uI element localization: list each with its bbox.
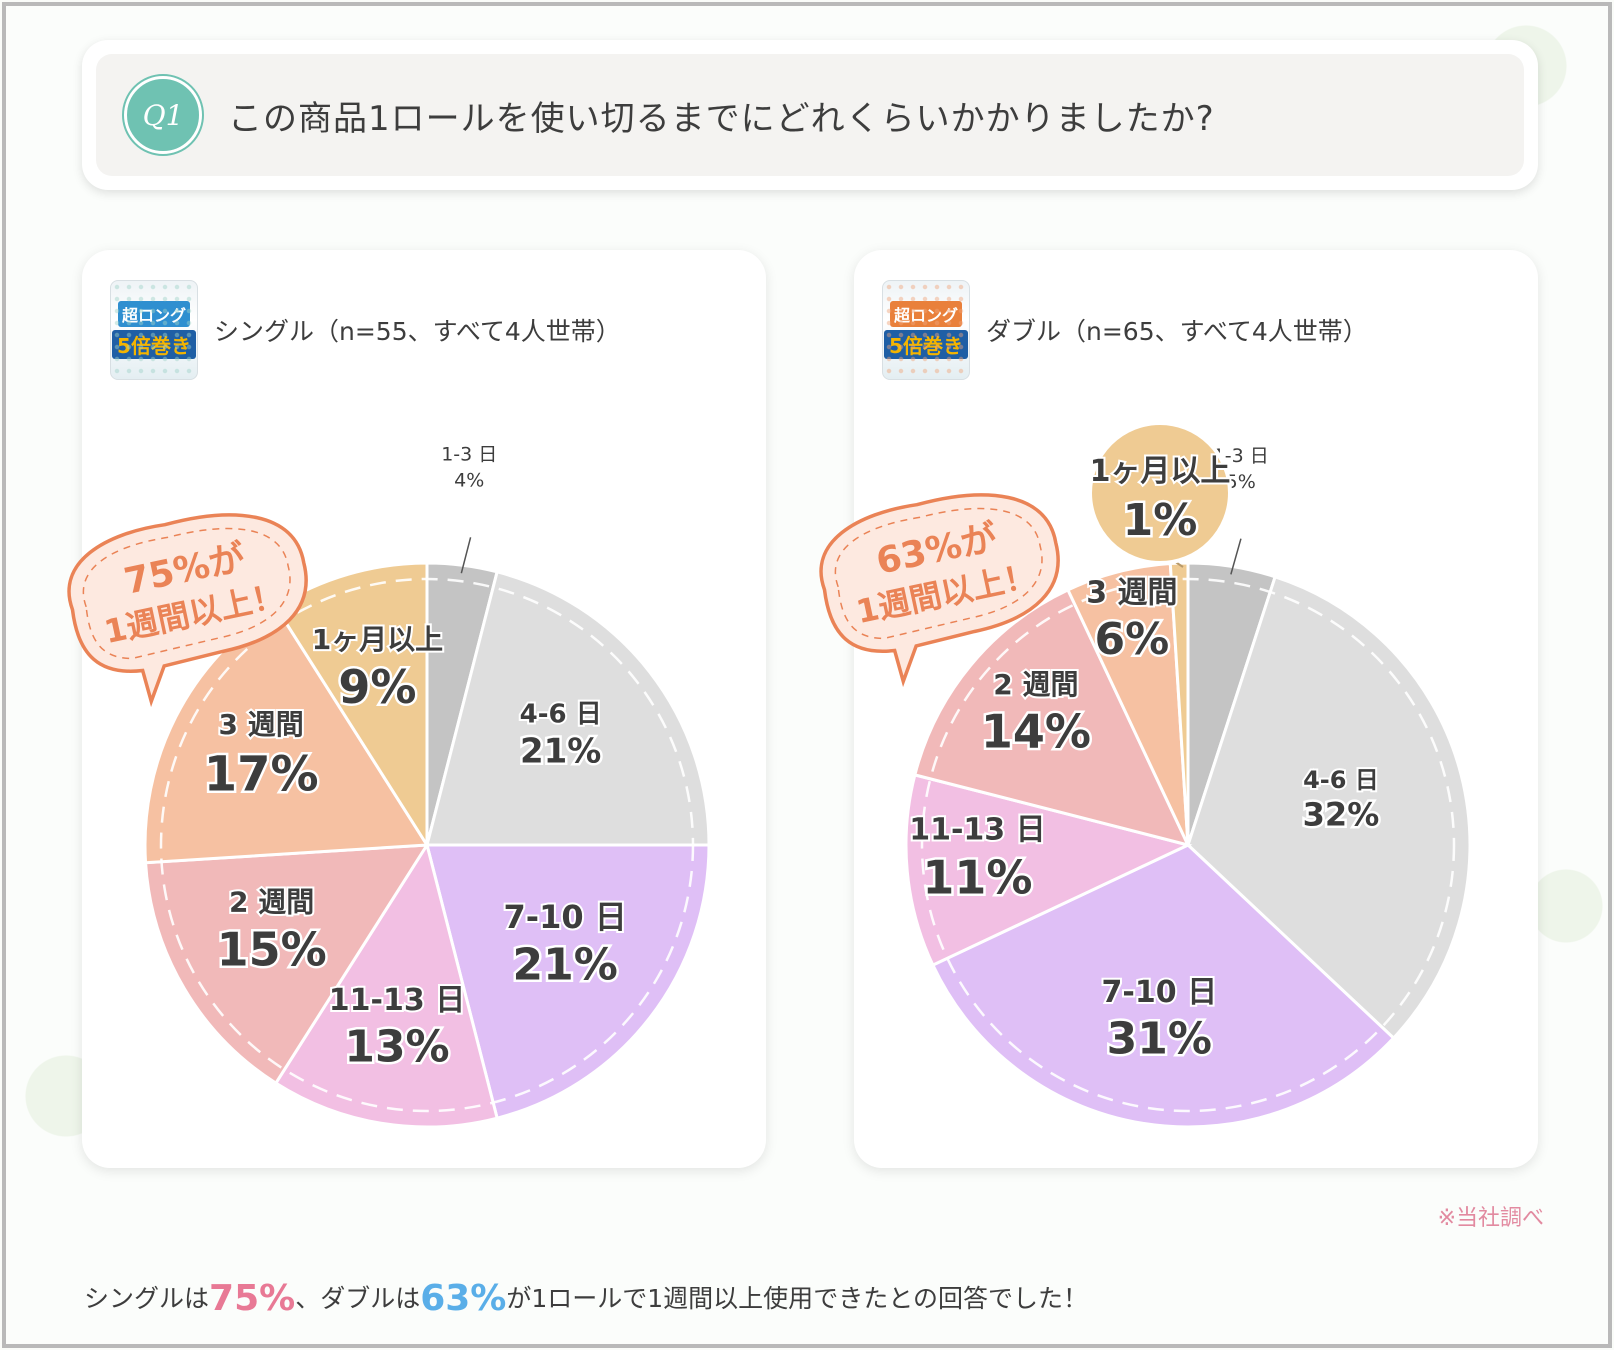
pie1-label-value-3: 11% [922,850,1032,904]
summary-footer: シングルは75%、ダブルは63%が1ロールで1週間以上使用できたとの回答でした！ [84,1278,1088,1319]
pie0-label-value-0: 4% [454,470,484,492]
pie0-label-value-3: 13% [344,1022,449,1073]
pie1-slice-2 [930,843,1396,1129]
pie1-slice-4 [913,587,1191,848]
pie1-label-value-1: 32% [1303,796,1380,834]
pie0-label-category-0: 1-3 日 [441,444,497,466]
pie0-label-value-4: 15% [217,922,327,976]
product-label-top: 超ロング [889,301,962,327]
callout-shape-1 [819,493,1060,688]
pie1-label-value-0: 5% [1226,471,1256,493]
pie1-label-category-5: 3 週間 [1086,575,1177,610]
pie0-slice-2 [425,843,711,1120]
pie0-label-category-6: 1ヶ月以上 [312,623,443,656]
footer-text-1: シングルは [84,1284,210,1313]
pie0-dashed-ring [159,577,695,1113]
footer-text-3: が1ロールで1週間以上使用できたとの回答でした！ [506,1284,1088,1313]
pie1-label-category-1: 4-6 日 [1303,766,1379,794]
question-text: この商品1ロールを使い切るまでにどれくらいかかりましたか? [228,98,1215,139]
question-card: Q1 この商品1ロールを使い切るまでにどれくらいかかりましたか? [82,40,1538,190]
callout-dashed-1 [834,507,1043,640]
pie0-leader-line [460,537,472,574]
pie0-label-category-1: 4-6 日 [520,700,602,730]
pie0-label-category-4: 2 週間 [229,886,314,919]
pie1-label-category-3: 11-13 日 [909,813,1045,848]
pie1-label-value-2: 31% [1107,1013,1212,1064]
pie0-label-category-3: 11-13 日 [329,983,465,1018]
product-label-main: 5倍巻き [112,330,196,359]
footer-single-pct: 75% [209,1278,296,1319]
pie0-label-category-5: 3 週間 [219,708,304,741]
pie0-label-value-1: 21% [520,731,601,771]
product-label-main: 5倍巻き [884,330,968,359]
pie0-label-value-5: 17% [204,746,319,802]
pie0-slice-4 [143,843,430,1086]
pie1-label-value-6: 1% [1123,495,1198,546]
pie1-slice-1 [1186,574,1472,1041]
pie1-label-category-4: 2 週間 [993,668,1078,701]
double-panel-title: ダブル（n=65、すべて4人世帯） [986,317,1368,346]
question-box: Q1 この商品1ロールを使い切るまでにどれくらいかかりましたか? [96,54,1524,176]
pie1-label-category-2: 7-10 日 [1102,975,1218,1010]
pie0-slice-3 [273,841,499,1129]
pie0-label-value-6: 9% [338,660,416,714]
pie1-leader-line [1230,538,1242,575]
pie1-label-category-6: 1ヶ月以上 [1090,454,1231,489]
pie0-label-category-2: 7-10 日 [504,898,627,936]
pie0-label-value-2: 21% [512,939,617,990]
pie0-slice-1 [425,570,711,847]
pie1-dashed-ring [920,577,1456,1113]
pie1-label-value-5: 6% [1095,614,1170,665]
product-label-top: 超ロング [117,301,190,327]
footer-double-pct: 63% [420,1278,507,1319]
survey-note: ※当社調べ [1437,1206,1544,1231]
callout-shape-0 [67,513,308,708]
callout-dashed-0 [82,527,291,660]
pie1-label-value-4: 14% [981,705,1091,759]
q1-badge: Q1 [122,74,204,156]
pie1-bubble-1month [1088,421,1232,565]
footer-text-2: 、ダブルは [295,1284,421,1313]
pie1-label-category-0: 1-3 日 [1213,445,1269,467]
single-panel-title: シングル（n=55、すべて4人世帯） [214,317,621,346]
pie1-slice-3 [904,773,1193,968]
